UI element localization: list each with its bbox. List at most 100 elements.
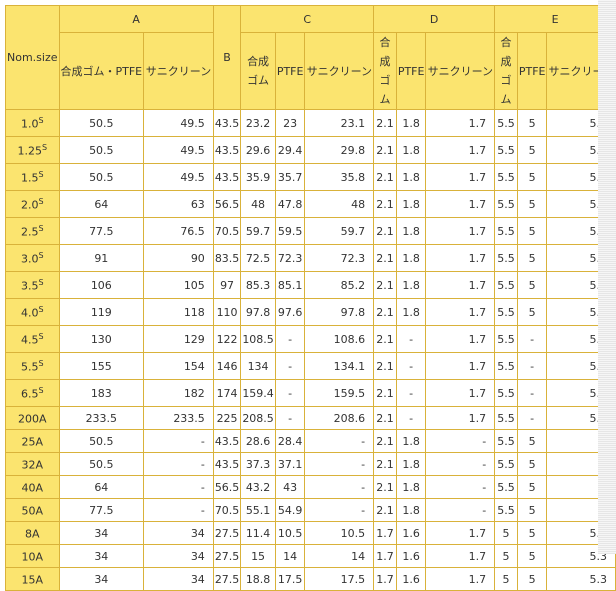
value-cell: 55.1 — [240, 498, 276, 522]
value-cell: 5.5 — [494, 298, 518, 326]
size-superscript: S — [38, 385, 44, 395]
size-label: 32A — [21, 458, 44, 472]
value-cell: 1.8 — [395, 136, 427, 164]
value-cell: - — [274, 406, 306, 430]
value-cell: 1.8 — [395, 271, 427, 299]
value-cell: 146 — [212, 352, 242, 380]
nom-size-cell: 10A — [5, 544, 60, 568]
value-cell: 97.8 — [304, 298, 375, 326]
value-cell: - — [143, 452, 214, 476]
value-cell: 5 — [494, 567, 518, 591]
value-cell: 110 — [212, 298, 242, 326]
value-cell: 34 — [58, 521, 145, 545]
value-cell: 5 — [516, 271, 548, 299]
value-cell: - — [395, 325, 427, 353]
value-cell: - — [304, 452, 375, 476]
value-cell: 23.2 — [240, 109, 276, 137]
value-cell: 18.8 — [240, 567, 276, 591]
header-d: D — [373, 5, 496, 33]
value-cell: 1.7 — [425, 271, 496, 299]
size-superscript: S — [38, 304, 44, 314]
value-cell: 17.5 — [274, 567, 306, 591]
value-cell: 1.8 — [395, 217, 427, 245]
scrollbar[interactable] — [598, 0, 616, 554]
value-cell: 5.5 — [494, 217, 518, 245]
value-cell: 37.1 — [274, 452, 306, 476]
size-label: 5.5 — [20, 360, 39, 374]
value-cell: 49.5 — [143, 136, 214, 164]
header-c: C — [240, 5, 375, 33]
size-label: 25A — [21, 435, 44, 449]
value-cell: 63 — [143, 190, 214, 218]
value-cell: 5.5 — [494, 429, 518, 453]
value-cell: 47.8 — [274, 190, 306, 218]
value-cell: 2.1 — [373, 190, 397, 218]
value-cell: 2.1 — [373, 406, 397, 430]
value-cell: 77.5 — [58, 217, 145, 245]
value-cell: 72.5 — [240, 244, 276, 272]
value-cell: 70.5 — [212, 217, 242, 245]
value-cell: 5.5 — [494, 244, 518, 272]
value-cell: 56.5 — [212, 475, 242, 499]
size-superscript: S — [38, 250, 44, 260]
header-nom-size: Nom.size — [5, 5, 60, 110]
header-a: A — [58, 5, 214, 33]
value-cell: 43.5 — [212, 429, 242, 453]
header-e: E — [494, 5, 616, 33]
value-cell: 50.5 — [58, 452, 145, 476]
value-cell: - — [516, 325, 548, 353]
value-cell: 105 — [143, 271, 214, 299]
table-row: 15A 34 34 27.5 18.8 17.5 17.5 1.7 1.6 1.7 5 5 5.3 — [5, 567, 616, 591]
value-cell: 76.5 — [143, 217, 214, 245]
value-cell: 48 — [304, 190, 375, 218]
value-cell: 106 — [58, 271, 145, 299]
value-cell: 5.5 — [494, 163, 518, 191]
value-cell: 85.1 — [274, 271, 306, 299]
value-cell: 5 — [516, 217, 548, 245]
value-cell: 182 — [143, 379, 214, 407]
value-cell: 5 — [516, 498, 548, 522]
nom-size-cell: 6.5S — [5, 379, 60, 407]
value-cell: 50.5 — [58, 429, 145, 453]
value-cell: 1.8 — [395, 163, 427, 191]
size-label: 6.5 — [20, 387, 39, 401]
value-cell: 1.8 — [395, 244, 427, 272]
value-cell: 43.5 — [212, 452, 242, 476]
nom-size-cell: 40A — [5, 475, 60, 499]
size-superscript: S — [38, 223, 44, 233]
value-cell: 119 — [58, 298, 145, 326]
value-cell: - — [516, 379, 548, 407]
size-label: 1.0 — [20, 117, 39, 131]
value-cell: 1.7 — [373, 544, 397, 568]
value-cell: - — [274, 325, 306, 353]
value-cell: 1.7 — [425, 298, 496, 326]
value-cell: 11.4 — [240, 521, 276, 545]
value-cell: 1.8 — [395, 498, 427, 522]
table-row: 10A 34 34 27.5 15 14 14 1.7 1.6 1.7 5 5 5.3 — [5, 544, 616, 568]
size-label: 8A — [24, 527, 40, 541]
value-cell: 1.8 — [395, 190, 427, 218]
value-cell: 1.7 — [425, 244, 496, 272]
value-cell: 5 — [516, 136, 548, 164]
value-cell: 1.7 — [425, 190, 496, 218]
value-cell: 1.8 — [395, 109, 427, 137]
value-cell: 2.1 — [373, 352, 397, 380]
size-superscript: S — [38, 169, 44, 179]
value-cell: 43.5 — [212, 136, 242, 164]
value-cell: 1.8 — [395, 475, 427, 499]
value-cell: - — [143, 498, 214, 522]
nom-size-cell: 50A — [5, 498, 60, 522]
value-cell: 2.1 — [373, 298, 397, 326]
value-cell: 85.2 — [304, 271, 375, 299]
value-cell: 97.6 — [274, 298, 306, 326]
dimension-table: Nom.size A B C D E 合成ゴム・PTFE サニクリーン 合成ゴム… — [5, 5, 616, 591]
size-label: 3.5 — [20, 279, 39, 293]
value-cell: 5.5 — [494, 452, 518, 476]
value-cell: 59.7 — [240, 217, 276, 245]
value-cell: 64 — [58, 475, 145, 499]
size-superscript: S — [38, 331, 44, 341]
nom-size-cell: 32A — [5, 452, 60, 476]
value-cell: 5 — [516, 544, 548, 568]
header-c2: PTFE — [274, 32, 306, 110]
